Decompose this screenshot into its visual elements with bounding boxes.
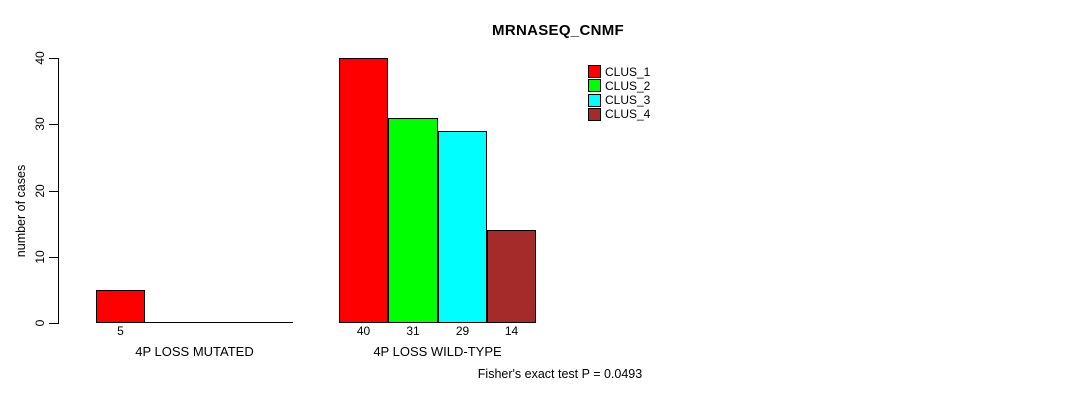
legend-entry: CLUS_2 bbox=[588, 78, 651, 93]
legend-entry: CLUS_1 bbox=[588, 65, 650, 78]
bar-clus_3 bbox=[438, 131, 487, 323]
y-axis-tick-label: 0 bbox=[33, 319, 47, 327]
y-axis-label: number of cases bbox=[13, 164, 28, 258]
chart-title: MRNASEQ_CNMF bbox=[492, 22, 624, 39]
y-axis-tick bbox=[49, 257, 58, 258]
bar-clus_4 bbox=[487, 230, 536, 323]
x-category-label: 4P LOSS WILD-TYPE bbox=[373, 344, 502, 359]
legend-entry: CLUS_4 bbox=[588, 107, 651, 122]
legend-label: CLUS_2 bbox=[605, 78, 651, 93]
y-axis-tick-label: 30 bbox=[33, 117, 47, 131]
legend-label: CLUS_4 bbox=[605, 107, 651, 122]
y-axis-tick bbox=[49, 323, 58, 324]
y-axis-tick bbox=[49, 124, 58, 125]
legend-label: CLUS_1 bbox=[605, 64, 651, 79]
legend-swatch-clus_3 bbox=[588, 93, 601, 107]
legend-swatch-clus_2 bbox=[588, 79, 601, 93]
bar-value-label: 40 bbox=[356, 324, 371, 338]
bar-clus_2 bbox=[388, 118, 438, 323]
y-axis-tick bbox=[49, 191, 58, 192]
x-category-label: 4P LOSS MUTATED bbox=[135, 344, 254, 359]
y-axis-line bbox=[58, 58, 59, 324]
annotation-text: Fisher's exact test P = 0.0493 bbox=[477, 367, 643, 381]
bar-clus_1 bbox=[339, 58, 388, 323]
y-axis-tick-label: 20 bbox=[33, 184, 47, 198]
bar-value-label: 29 bbox=[455, 324, 470, 338]
bar-value-label: 14 bbox=[504, 324, 519, 338]
y-axis-tick-label: 40 bbox=[33, 51, 47, 65]
legend-swatch-clus_1 bbox=[588, 65, 601, 78]
legend-entry: CLUS_3 bbox=[588, 93, 651, 108]
bar-value-label: 31 bbox=[406, 324, 420, 338]
y-axis-tick bbox=[49, 58, 58, 59]
x-baseline bbox=[96, 322, 293, 323]
legend-swatch-clus_4 bbox=[588, 107, 601, 121]
bar-clus_1 bbox=[96, 290, 145, 323]
y-axis-tick-label: 10 bbox=[33, 250, 47, 264]
legend-label: CLUS_3 bbox=[605, 93, 651, 108]
bar-value-label: 5 bbox=[117, 324, 124, 338]
